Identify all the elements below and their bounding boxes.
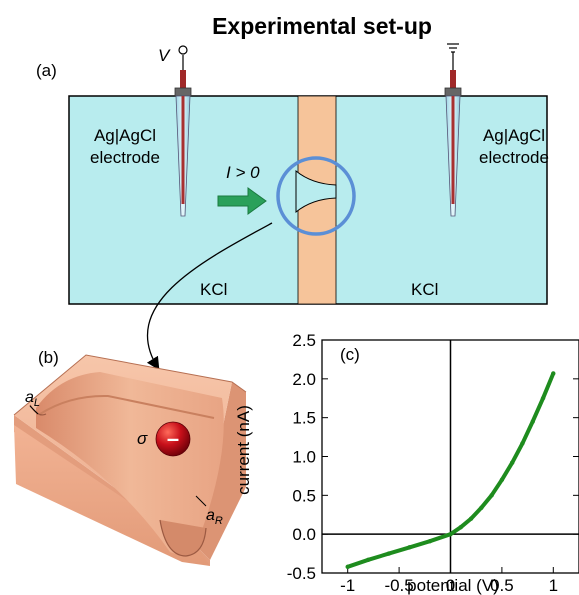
iv-data-point	[427, 538, 433, 544]
iv-data-point	[448, 531, 453, 537]
figure-title: Experimental set-up	[212, 13, 432, 39]
iv-data-point	[489, 493, 494, 498]
x-tick-label: 0	[446, 576, 455, 595]
pore-highlight-circle	[276, 156, 356, 236]
iv-data-point	[386, 551, 392, 556]
y-tick-label: 1.5	[292, 409, 316, 428]
y-tick-label: -0.5	[287, 564, 316, 583]
iv-data-point	[520, 441, 525, 446]
right-radius-label: aR	[206, 507, 223, 527]
chart-layer: -0.5 0.0 0.5 1.0 1.5 2.0 2.5 -1 -0.5 0 0.5 1	[287, 331, 579, 595]
x-tick-label: -1	[340, 576, 355, 595]
x-tick-label: 1	[549, 576, 558, 595]
iv-data-point	[407, 545, 412, 550]
iv-data-point	[540, 396, 546, 401]
left-solution-label: KCl	[200, 280, 227, 299]
left-electrode-label-line2: electrode	[90, 148, 160, 167]
panel-b-label: (b)	[38, 348, 59, 367]
pore-block-3d	[13, 354, 247, 566]
right-electrode-label-line2: electrode	[479, 148, 549, 167]
x-tick-label: 0.5	[490, 576, 514, 595]
iv-data-point	[530, 419, 535, 424]
left-electrode-label-line1: Ag|AgCl	[94, 126, 156, 145]
left-electrode	[174, 45, 192, 217]
voltage-terminal-icon	[178, 45, 188, 55]
current-label: I > 0	[226, 163, 260, 182]
right-opening	[159, 519, 207, 557]
iv-data-point	[468, 516, 474, 521]
iv-data-point	[509, 460, 515, 465]
panel-a-label: (a)	[36, 61, 57, 80]
iv-data-point	[499, 477, 505, 482]
iv-data-point	[366, 557, 371, 562]
left-radius-label: aL	[25, 389, 40, 409]
iv-data-point	[479, 505, 484, 510]
y-tick-label: 0.0	[292, 525, 316, 544]
nanopore	[295, 169, 337, 214]
iv-data-point	[551, 371, 556, 376]
y-tick-label: 1.0	[292, 448, 316, 467]
iv-data-point	[458, 524, 463, 530]
panel-a: (a) I > 0 V Ag|AgCl electrode	[36, 43, 549, 305]
iv-curve-series	[347, 372, 556, 569]
right-electrode-label-line1: Ag|AgCl	[483, 126, 545, 145]
voltage-symbol: V	[158, 46, 171, 65]
y-tick-label: 2.5	[292, 331, 316, 350]
surface-charge-symbol: σ	[137, 429, 148, 448]
panel-c-label: (c)	[340, 345, 360, 364]
y-axis-label: current (nA)	[234, 405, 253, 495]
x-tick-label: -0.5	[384, 576, 413, 595]
y-tick-label: 2.0	[292, 370, 316, 389]
panel-b: (b) aL aR σ –	[13, 348, 247, 566]
negative-charge-icon	[155, 421, 191, 457]
charge-sign: –	[167, 426, 179, 451]
current-arrow	[217, 187, 267, 215]
y-tick-label: 0.5	[292, 486, 316, 505]
right-electrode	[444, 43, 462, 217]
iv-data-point	[345, 564, 350, 569]
zoom-connector-arrow	[146, 222, 273, 371]
x-axis-label: potential (V)	[407, 576, 499, 595]
panel-c: (c) -0.5 0.0 0.5 1.0 1.5 2.0 2.5 -1 -0.5 0 0.5 1 cu…	[234, 331, 579, 595]
right-solution-label: KCl	[411, 280, 438, 299]
